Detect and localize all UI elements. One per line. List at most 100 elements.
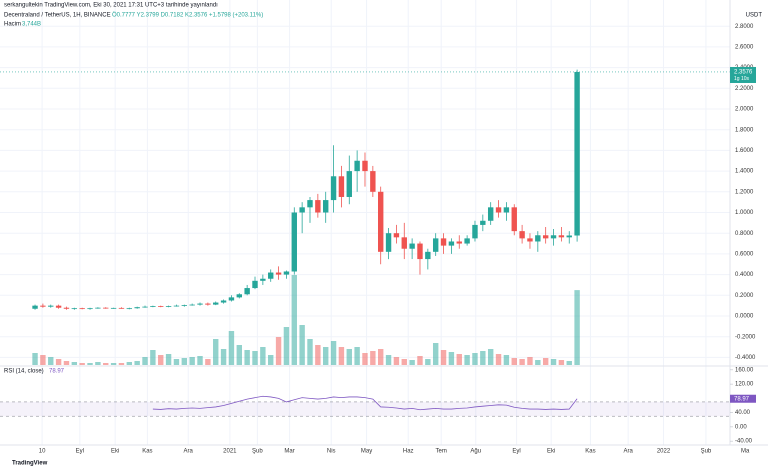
candle-body: [260, 278, 266, 281]
x-tick-label: 10: [39, 449, 46, 455]
volume-bar: [236, 345, 242, 365]
volume-layer: [32, 275, 580, 365]
volume-bar: [385, 355, 392, 365]
candle-body: [189, 304, 195, 306]
volume-bar: [213, 339, 219, 365]
x-tick-label: Ara: [623, 449, 633, 455]
volume-bar: [378, 349, 384, 365]
volume-bar: [252, 351, 258, 365]
candle-body: [338, 176, 345, 197]
y-tick-label: 1.8000: [735, 127, 754, 133]
candle-body: [511, 207, 517, 232]
volume-bar: [495, 354, 502, 365]
candle-body: [417, 243, 423, 260]
volume-bar: [307, 339, 313, 365]
candle-body: [150, 306, 156, 307]
volume-bar: [87, 363, 93, 365]
volume-bar: [503, 355, 510, 365]
x-tick-label: Şub: [252, 449, 263, 455]
volume-bar: [432, 343, 439, 365]
volume-bar: [118, 363, 125, 365]
candle-body: [558, 235, 565, 238]
candle-body: [432, 238, 439, 252]
candle-body: [542, 235, 549, 239]
volume-bar: [393, 357, 400, 365]
y-tick-label: 1.6000: [735, 148, 754, 154]
candle-layer: [0, 69, 730, 310]
candle-body: [448, 241, 455, 246]
candle-body: [165, 306, 172, 307]
volume-bar: [48, 357, 54, 365]
y-tick-label: 2.0000: [735, 107, 754, 113]
candle-body: [362, 160, 368, 172]
candle-body: [244, 288, 250, 295]
candle-body: [323, 200, 329, 213]
volume-bar: [354, 347, 360, 365]
candle-body: [346, 171, 352, 197]
rsi-tick-label: 0.00: [735, 424, 747, 430]
volume-bar: [55, 359, 62, 365]
y-tick-label: -0.2000: [735, 334, 756, 340]
candle-body: [566, 235, 572, 238]
symbol-title: Decentraland / TetherUS, 1H, BINANCE: [4, 13, 111, 19]
rsi-tick-label: 160.00: [735, 367, 754, 373]
y-tick-label: 1.2000: [735, 189, 754, 195]
y-tick-label: 0.6000: [735, 251, 754, 257]
x-tick-label: Eyl: [76, 449, 84, 455]
y-tick-label: 0.2000: [735, 293, 754, 299]
candle-body: [370, 171, 376, 192]
candle-body: [275, 272, 282, 275]
volume-bar: [220, 349, 227, 365]
volume-bar: [401, 359, 407, 365]
rsi-last-value: 78.97: [49, 369, 65, 375]
x-tick-label: Kas: [142, 449, 152, 455]
volume-bar: [566, 361, 572, 365]
volume-bar: [527, 357, 533, 365]
volume-bar: [299, 325, 305, 365]
y-tick-label: 2.8000: [735, 24, 754, 30]
ohlc-legend: Ö0.7777 Y2.3799 D0.7182 K2.3576 +1.5798 …: [112, 12, 263, 19]
x-tick-label: Eki: [111, 449, 119, 455]
candle-body: [480, 220, 486, 225]
volume-bar: [63, 361, 70, 365]
volume-bar: [456, 354, 462, 365]
volume-bar: [260, 347, 266, 365]
x-tick-label: Mar: [284, 449, 294, 455]
volume-bar: [134, 361, 140, 365]
candle-body: [535, 235, 541, 242]
last-price-label: 2.3576: [734, 70, 753, 76]
y-tick-label: 1.4000: [735, 169, 754, 175]
rsi-layer: [0, 395, 730, 417]
rsi-line: [152, 395, 578, 411]
volume-bar: [330, 341, 337, 365]
candle-body: [487, 207, 494, 221]
volume-bar: [542, 358, 549, 365]
candle-body: [173, 305, 180, 307]
candle-body: [142, 306, 148, 308]
y-tick-label: 0.4000: [735, 272, 754, 278]
countdown-label: 1g 10s: [734, 76, 750, 82]
axes: 2.80002.60002.40002.20002.00001.80001.60…: [39, 24, 756, 455]
volume-bar: [32, 353, 38, 365]
x-tick-label: Haz: [403, 449, 414, 455]
candle-body: [495, 207, 502, 213]
candle-body: [48, 305, 54, 307]
x-tick-label: Eki: [547, 449, 555, 455]
candle-body: [283, 271, 290, 275]
volume-last-value: 3,744B: [22, 22, 41, 28]
rsi-title: RSI (14, close): [4, 369, 44, 375]
candle-body: [181, 305, 188, 306]
candle-body: [95, 307, 101, 309]
candle-body: [103, 307, 109, 309]
volume-title: Hacim: [4, 22, 21, 28]
candle-body: [71, 308, 78, 310]
volume-bar: [275, 337, 282, 365]
volume-bar: [315, 345, 321, 365]
candle-body: [158, 306, 164, 307]
candle-body: [527, 238, 533, 242]
volume-bar: [535, 360, 541, 365]
rsi-last-box: [730, 394, 756, 403]
candle-body: [213, 302, 219, 305]
candle-body: [401, 237, 407, 249]
